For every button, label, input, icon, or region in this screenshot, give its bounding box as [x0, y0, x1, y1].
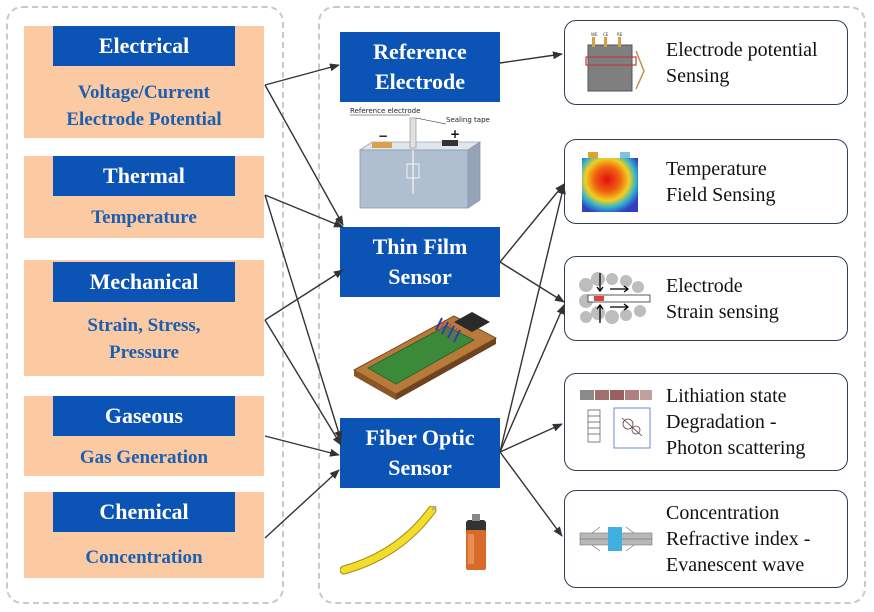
- category-title: Electrical: [53, 26, 235, 66]
- lithiation-image: [580, 390, 652, 449]
- category-desc: Gas Generation: [79, 447, 209, 468]
- application-electrode-potential: WE CE RE Electrode potential Sensing: [564, 20, 848, 105]
- category-desc: Voltage/Current Electrode Potential: [66, 82, 222, 130]
- category-title: Mechanical: [53, 262, 235, 302]
- fiber-optic-illustration: [340, 506, 486, 575]
- plus-sign: +: [450, 127, 460, 141]
- electrode-strain-image: [579, 272, 651, 324]
- application-label: Electrode potential Sensing: [666, 38, 818, 87]
- application-concentration: Concentration Refractive index - Evanesc…: [564, 490, 848, 588]
- application-lithiation-state: Lithiation state Degradation - Photon sc…: [564, 373, 848, 471]
- category-title: Gaseous: [53, 396, 235, 436]
- category-title: Chemical: [53, 492, 235, 532]
- reference-electrode-label: Reference electrode: [350, 107, 420, 115]
- sensor-thin-film: Thin Film Sensor: [340, 227, 500, 297]
- category-thermal: Thermal Temperature: [24, 156, 264, 238]
- application-label: Concentration Refractive index - Evanesc…: [666, 502, 811, 576]
- category-title: Thermal: [53, 156, 235, 196]
- evanescent-wave-image: [579, 526, 653, 552]
- sensor-fiber-optic: Fiber Optic Sensor: [340, 418, 500, 488]
- application-label: Lithiation state Degradation - Photon sc…: [666, 385, 806, 459]
- sealing-tape-label: Sealing tape: [446, 116, 490, 124]
- application-label: Electrode Strain sensing: [666, 274, 779, 323]
- application-electrode-strain: Electrode Strain sensing: [564, 256, 848, 341]
- electrode-label: RE: [617, 32, 623, 37]
- category-electrical: Electrical Voltage/Current Electrode Pot…: [24, 26, 264, 138]
- electrode-label: CE: [603, 32, 609, 37]
- sources-panel: [6, 6, 284, 604]
- category-mechanical: Mechanical Strain, Stress, Pressure: [24, 260, 264, 376]
- category-gaseous: Gaseous Gas Generation: [24, 396, 264, 476]
- category-desc: Temperature: [91, 207, 197, 228]
- temperature-field-image: [582, 152, 638, 212]
- thin-film-sensor-illustration: [352, 312, 498, 400]
- electrode-cell-image: WE CE RE: [585, 32, 645, 92]
- category-desc: Concentration: [85, 547, 203, 568]
- electrode-label: WE: [591, 32, 598, 37]
- category-desc: Strain, Stress, Pressure: [87, 315, 201, 363]
- minus-sign: −: [378, 129, 388, 143]
- application-temperature-field: Temperature Field Sensing: [564, 139, 848, 224]
- category-chemical: Chemical Concentration: [24, 492, 264, 578]
- sensors-panel: [318, 6, 866, 604]
- sensor-reference-electrode: Reference Electrode: [340, 32, 500, 102]
- reference-electrode-illustration: Reference electrode Sealing tape − +: [350, 107, 490, 209]
- application-label: Temperature Field Sensing: [666, 157, 776, 206]
